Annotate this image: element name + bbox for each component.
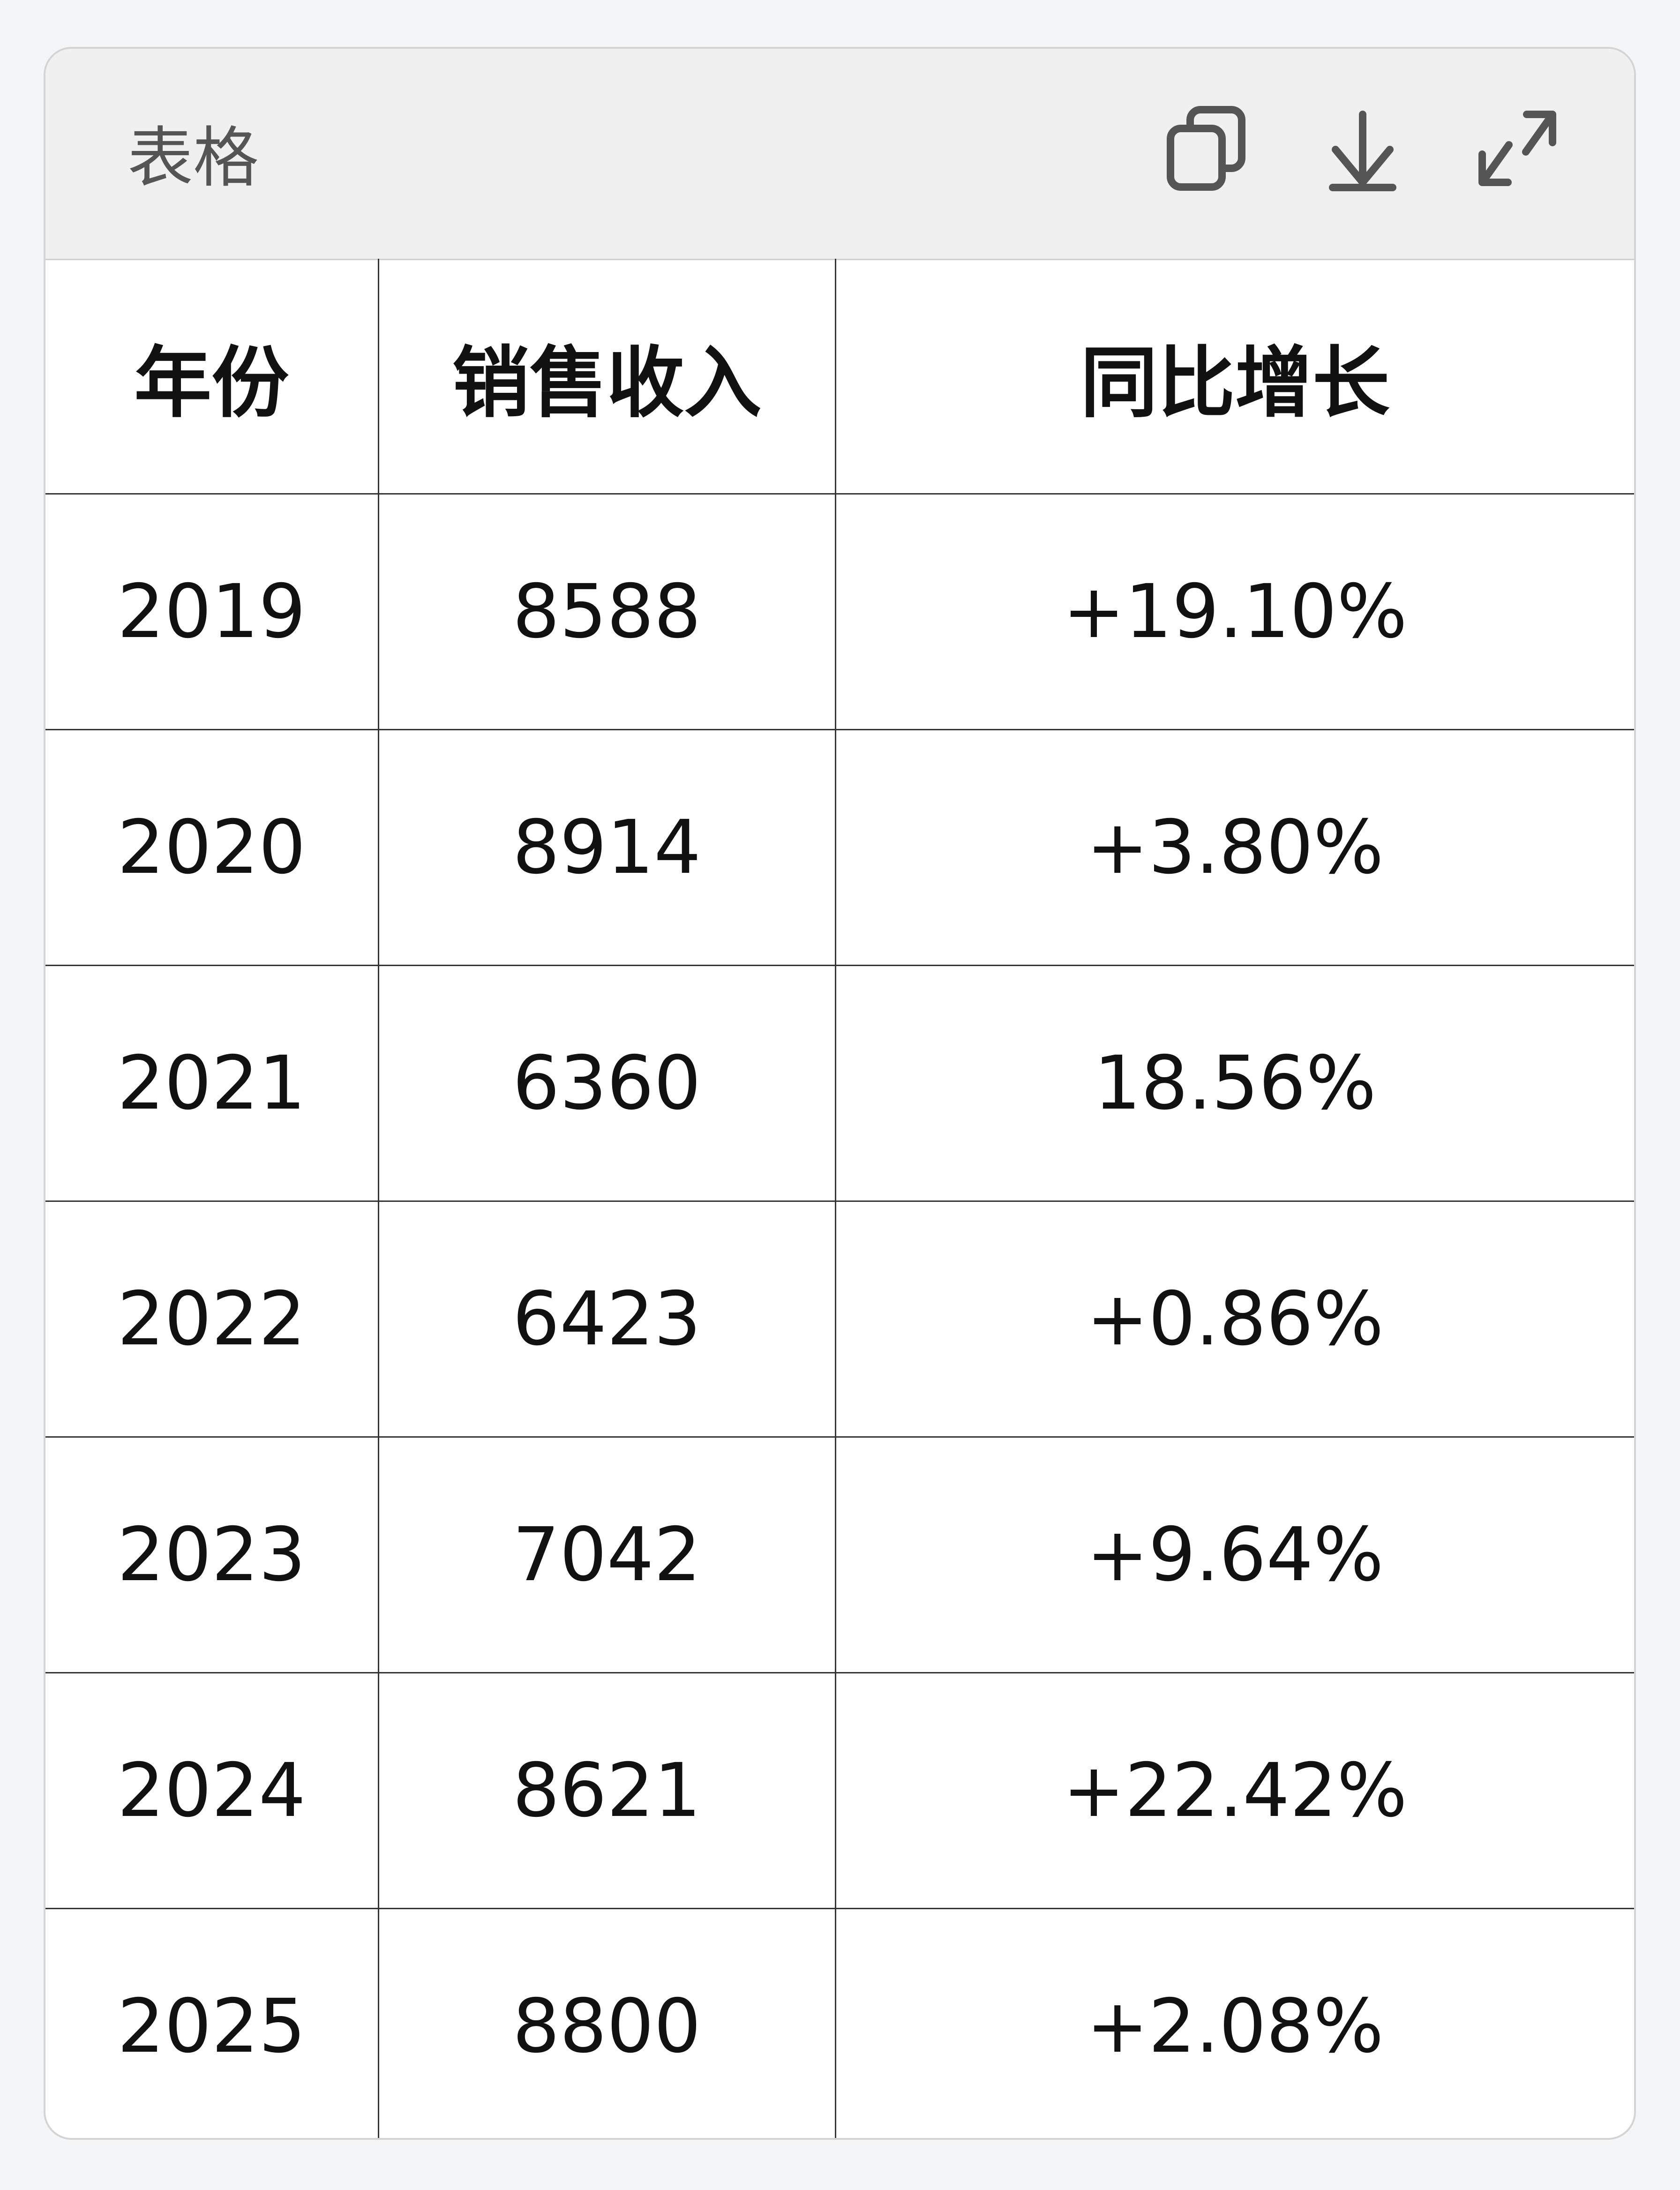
cell-revenue: 6360: [377, 965, 836, 1202]
table-row: 2021 6360 18.56%: [45, 965, 1634, 1202]
cell-revenue: 8800: [377, 1908, 836, 2138]
cell-growth: +22.42%: [834, 1672, 1634, 1909]
table-row: 2023 7042 +9.64%: [45, 1436, 1634, 1673]
table-row: 2025 8800 +2.08%: [45, 1908, 1634, 2138]
table-header-row: 年份 销售收入 同比增长: [45, 259, 1634, 495]
cell-year: 2019: [45, 493, 379, 730]
cell-year: 2023: [45, 1436, 379, 1673]
expand-icon[interactable]: [1470, 100, 1564, 194]
cell-revenue: 6423: [377, 1200, 836, 1438]
cell-year: 2020: [45, 729, 379, 966]
card-header: 表格: [45, 49, 1634, 260]
table-row: 2022 6423 +0.86%: [45, 1200, 1634, 1438]
cell-year: 2021: [45, 965, 379, 1202]
cell-revenue: 8914: [377, 729, 836, 966]
cell-year: 2025: [45, 1908, 379, 2138]
cell-growth: +2.08%: [834, 1908, 1634, 2138]
column-header-year: 年份: [45, 259, 379, 495]
table-row: 2019 8588 +19.10%: [45, 493, 1634, 730]
cell-year: 2022: [45, 1200, 379, 1438]
data-table: 年份 销售收入 同比增长 2019 8588 +19.10% 2020 8914 +3.…: [45, 259, 1634, 2138]
copy-icon[interactable]: [1161, 100, 1255, 194]
cell-growth: +3.80%: [834, 729, 1634, 966]
cell-growth: +9.64%: [834, 1436, 1634, 1673]
cell-revenue: 7042: [377, 1436, 836, 1673]
cell-year: 2024: [45, 1672, 379, 1909]
cell-revenue: 8588: [377, 493, 836, 730]
cell-revenue: 8621: [377, 1672, 836, 1909]
table-row: 2020 8914 +3.80%: [45, 729, 1634, 966]
table-card: 表格 年份 销售收入 同比增长 2019 8588 +19.10% 2020 8914…: [44, 47, 1636, 2140]
card-title: 表格: [128, 120, 259, 196]
cell-growth: +19.10%: [834, 493, 1634, 730]
cell-growth: 18.56%: [834, 965, 1634, 1202]
download-icon[interactable]: [1316, 100, 1410, 194]
cell-growth: +0.86%: [834, 1200, 1634, 1438]
table-row: 2024 8621 +22.42%: [45, 1672, 1634, 1909]
column-header-growth: 同比增长: [834, 259, 1634, 495]
column-header-revenue: 销售收入: [377, 259, 836, 495]
